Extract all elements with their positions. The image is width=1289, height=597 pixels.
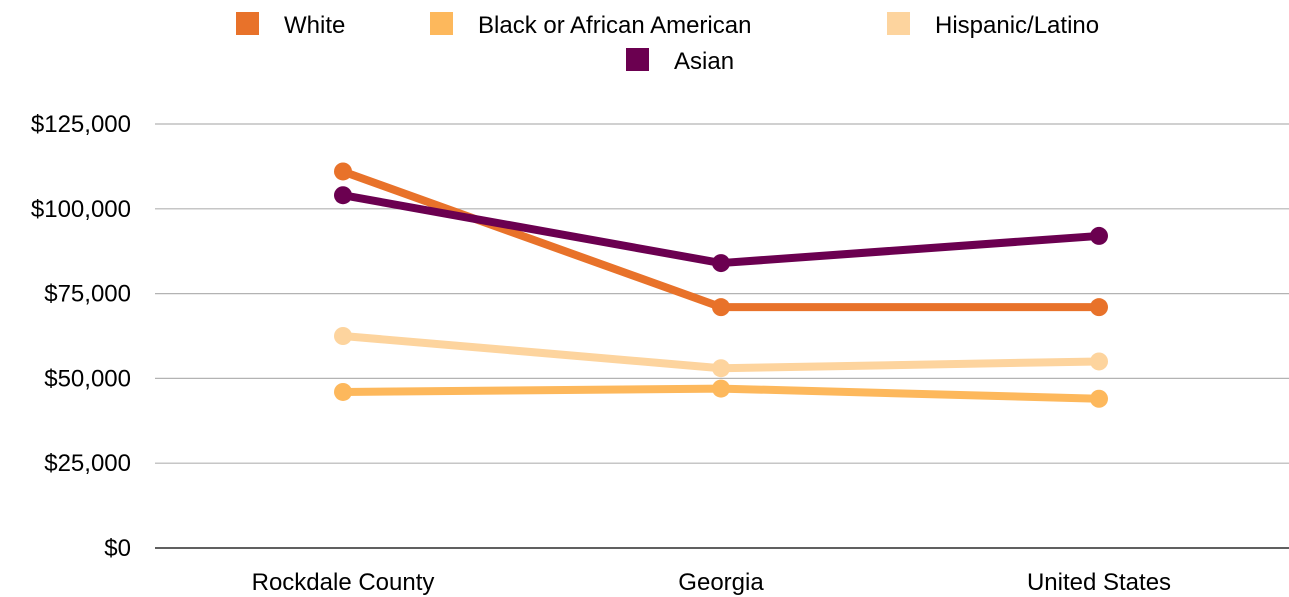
data-point [712,298,730,317]
series-line [339,167,1103,312]
y-tick-label: $50,000 [44,365,131,392]
chart-series [334,162,1108,408]
data-point [334,162,352,181]
data-point [712,359,730,378]
chart-legend: White Black or African American Hispanic/L… [236,12,1099,75]
series-line [339,191,1103,268]
legend-item: White [236,12,345,39]
x-tick-label: Rockdale County [252,569,435,596]
x-axis-tick-labels: Rockdale County Georgia United States [252,569,1171,596]
y-axis-tick-labels: $0 $25,000 $50,000 $75,000 $100,000 $125,000 [31,111,131,562]
legend-label: White [284,12,345,39]
y-tick-label: $75,000 [44,281,131,308]
series-asian [334,186,1108,273]
y-tick-label: $125,000 [31,111,131,138]
legend-swatch [430,12,453,35]
data-point [712,254,730,273]
series-hispanic-latino [334,327,1108,378]
data-point [334,186,352,205]
legend-label: Asian [674,48,734,75]
data-point [1090,298,1108,317]
y-tick-label: $25,000 [44,450,131,477]
y-gridlines [155,123,1289,549]
data-point [1090,226,1108,245]
legend-label: Black or African American [478,12,751,39]
data-point [712,379,730,398]
data-point [1090,389,1108,408]
legend-label: Hispanic/Latino [935,12,1099,39]
legend-item: Black or African American [430,12,751,39]
legend-swatch [236,12,259,35]
y-tick-label: $100,000 [31,196,131,223]
y-tick-label: $0 [104,535,131,562]
series-black-or-african-american [334,379,1108,408]
x-tick-label: Georgia [678,569,764,596]
x-tick-label: United States [1027,569,1171,596]
data-point [334,382,352,401]
legend-swatch [887,12,910,35]
legend-item: Hispanic/Latino [887,12,1099,39]
legend-swatch [626,48,649,71]
legend-item: Asian [626,48,734,75]
data-point [334,327,352,345]
data-point [1090,352,1108,371]
